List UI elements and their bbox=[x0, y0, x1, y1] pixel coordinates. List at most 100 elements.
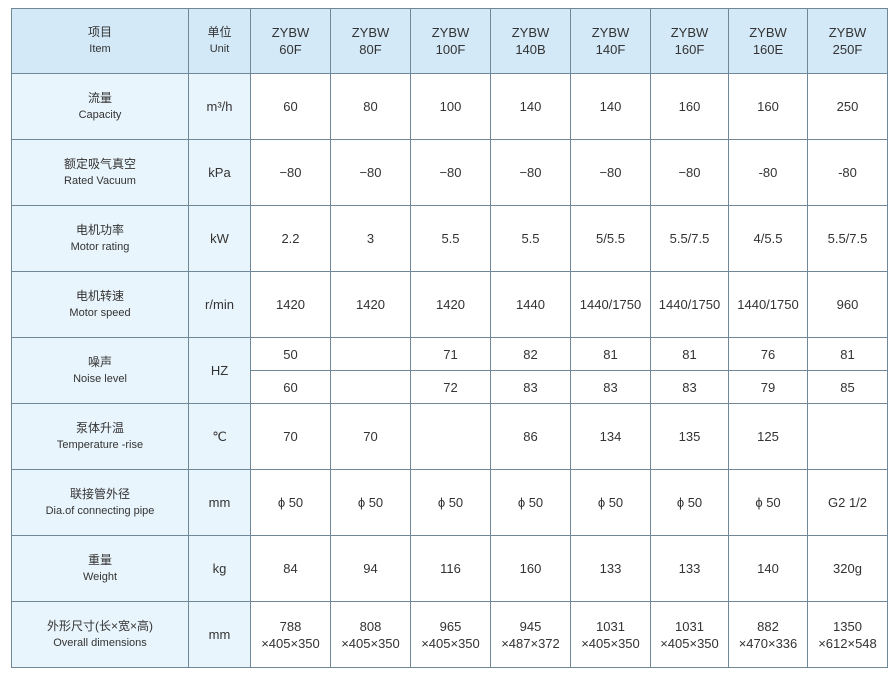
model-line1: ZYBW bbox=[670, 25, 709, 40]
item-en: Capacity bbox=[78, 108, 122, 121]
value: 70 bbox=[363, 429, 378, 444]
value-cell: 250 bbox=[807, 73, 888, 140]
model-line1: ZYBW bbox=[511, 25, 550, 40]
model-header: ZYBW 160F bbox=[650, 8, 729, 74]
item-header: 项目 Item bbox=[11, 8, 189, 74]
item-en: Motor speed bbox=[69, 306, 131, 319]
value: 5.5/7.5 bbox=[827, 231, 868, 246]
value-cell: −80 bbox=[410, 139, 491, 206]
value: 80 bbox=[363, 99, 378, 114]
unit-cell: HZ bbox=[188, 337, 251, 404]
model-line2: 160E bbox=[752, 42, 784, 57]
dim-length: 965 bbox=[439, 618, 462, 634]
dim-wh: ×612×548 bbox=[818, 635, 877, 651]
unit: ℃ bbox=[212, 429, 227, 444]
value-cell: ϕ 50 bbox=[570, 469, 651, 536]
value: 133 bbox=[599, 561, 622, 576]
value: ϕ 50 bbox=[597, 495, 624, 510]
value: 250 bbox=[836, 99, 859, 114]
value: 116 bbox=[440, 561, 461, 576]
dim-length: 945 bbox=[519, 618, 542, 634]
value-cell: ϕ 50 bbox=[490, 469, 571, 536]
value: 1440/1750 bbox=[737, 297, 799, 312]
value: ϕ 50 bbox=[277, 495, 304, 510]
item-cell: 额定吸气真空 Rated Vacuum bbox=[11, 139, 189, 206]
value-cell: ϕ 50 bbox=[410, 469, 491, 536]
value-cell: 81 bbox=[570, 337, 651, 371]
value-cell: −80 bbox=[330, 139, 411, 206]
item-zh: 额定吸气真空 bbox=[63, 156, 136, 171]
value-cell bbox=[807, 403, 888, 470]
item-en: Temperature -rise bbox=[56, 438, 144, 451]
model-line2: 100F bbox=[435, 42, 466, 57]
spec-table: 项目 Item 单位 Unit ZYBW 60F ZYBW 80F ZYBW 100F ZYBW 14… bbox=[11, 8, 888, 668]
value-cell: 50 bbox=[250, 337, 331, 371]
value-cell: 1031 ×405×350 bbox=[650, 601, 729, 668]
unit-cell: kPa bbox=[188, 139, 251, 206]
item-zh: 电机功率 bbox=[75, 222, 124, 237]
value: 60 bbox=[283, 99, 298, 114]
value: 140 bbox=[519, 99, 542, 114]
value-cell: 5.5 bbox=[490, 205, 571, 272]
model-line1: ZYBW bbox=[271, 25, 310, 40]
value: 1440/1750 bbox=[658, 297, 721, 312]
value: −80 bbox=[599, 165, 622, 180]
item-cell: 联接管外径 Dia.of connecting pipe bbox=[11, 469, 189, 536]
value-cell: 945 ×487×372 bbox=[490, 601, 571, 668]
item-en: Dia.of connecting pipe bbox=[45, 504, 155, 517]
value-cell: 140 bbox=[728, 535, 808, 602]
item-zh: 联接管外径 bbox=[69, 486, 130, 501]
value: 4/5.5 bbox=[753, 231, 783, 246]
value: ϕ 50 bbox=[676, 495, 703, 510]
model-header: ZYBW 160E bbox=[728, 8, 808, 74]
value-cell: 81 bbox=[807, 337, 888, 371]
value-cell bbox=[330, 337, 411, 371]
value-cell: −80 bbox=[250, 139, 331, 206]
value-cell: 83 bbox=[570, 370, 651, 404]
value: ϕ 50 bbox=[357, 495, 384, 510]
value: 1440 bbox=[516, 297, 545, 312]
value: 82 bbox=[523, 346, 538, 362]
value-cell: 1440/1750 bbox=[570, 271, 651, 338]
model-line2: 140F bbox=[595, 42, 626, 57]
value-cell: 72 bbox=[410, 370, 491, 404]
model-line2: 80F bbox=[359, 42, 382, 57]
model-line1: ZYBW bbox=[431, 25, 470, 40]
value: 5.5 bbox=[521, 231, 540, 246]
value: 5.5 bbox=[441, 231, 460, 246]
item-cell: 电机转速 Motor speed bbox=[11, 271, 189, 338]
value-cell: ϕ 50 bbox=[650, 469, 729, 536]
unit: r/min bbox=[205, 297, 234, 312]
value-cell: 86 bbox=[490, 403, 571, 470]
unit-header-en: Unit bbox=[209, 43, 230, 55]
dim-wh: ×487×372 bbox=[501, 635, 560, 651]
value: 160 bbox=[678, 99, 701, 114]
value: −80 bbox=[678, 165, 701, 180]
unit: mm bbox=[208, 495, 231, 510]
value-cell: 965 ×405×350 bbox=[410, 601, 491, 668]
value-cell: 160 bbox=[490, 535, 571, 602]
value-cell: 4/5.5 bbox=[728, 205, 808, 272]
value: 135 bbox=[678, 429, 701, 444]
item-en: Motor rating bbox=[70, 240, 130, 253]
unit: kW bbox=[210, 231, 229, 246]
model-line2: 60F bbox=[279, 42, 302, 57]
unit-cell: ℃ bbox=[188, 403, 251, 470]
value-cell: 85 bbox=[807, 370, 888, 404]
value: 2.2 bbox=[281, 231, 300, 246]
value: 1420 bbox=[276, 297, 305, 312]
model-header: ZYBW 250F bbox=[807, 8, 888, 74]
value-cell: 1440/1750 bbox=[728, 271, 808, 338]
noise-zh: 噪声 bbox=[87, 354, 112, 369]
value: 5.5/7.5 bbox=[669, 231, 710, 246]
dim-length: 1031 bbox=[596, 618, 625, 634]
table-row: 联接管外径 Dia.of connecting pipe mm ϕ 50 ϕ 50 ϕ 5… bbox=[11, 469, 888, 536]
value-cell: 1350 ×612×548 bbox=[807, 601, 888, 668]
value-cell: 1031 ×405×350 bbox=[570, 601, 651, 668]
value-cell: 83 bbox=[650, 370, 729, 404]
unit: kg bbox=[212, 561, 227, 576]
table-row: 额定吸气真空 Rated Vacuum kPa −80 −80 −80 −80 −80 −80 -… bbox=[11, 139, 888, 206]
model-header: ZYBW 140B bbox=[490, 8, 571, 74]
value-cell: ϕ 50 bbox=[728, 469, 808, 536]
value-cell: 788 ×405×350 bbox=[250, 601, 331, 668]
